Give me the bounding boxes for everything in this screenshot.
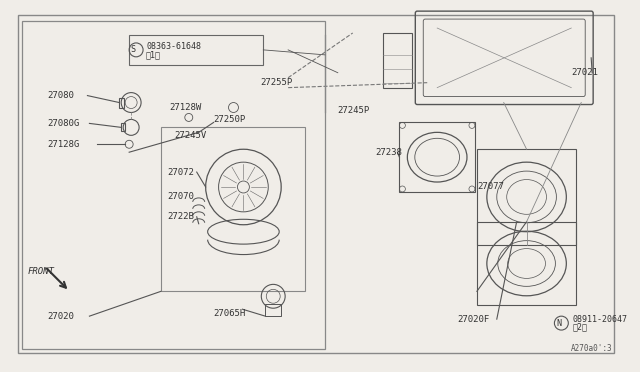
Text: 2722B: 2722B — [167, 212, 194, 221]
Text: 27070: 27070 — [167, 192, 194, 201]
Text: 27245V: 27245V — [174, 131, 206, 140]
Text: S: S — [131, 45, 136, 54]
Text: 27128G: 27128G — [48, 140, 80, 149]
Text: 27080: 27080 — [48, 91, 75, 100]
Text: （1）: （1） — [146, 50, 161, 60]
Text: N: N — [556, 318, 561, 328]
Text: 27238: 27238 — [376, 148, 403, 157]
Text: 27020F: 27020F — [457, 315, 490, 324]
Text: （2）: （2） — [572, 323, 588, 331]
Text: 27021: 27021 — [572, 68, 598, 77]
Bar — [383, 33, 412, 88]
Text: FRONT: FRONT — [28, 267, 54, 276]
Text: 27255P: 27255P — [260, 78, 292, 87]
Bar — [119, 97, 124, 108]
FancyBboxPatch shape — [129, 35, 263, 65]
Text: 27072: 27072 — [167, 168, 194, 177]
Bar — [399, 122, 475, 192]
Text: 08363-61648: 08363-61648 — [146, 42, 201, 51]
Bar — [266, 304, 281, 316]
Text: 27065H: 27065H — [214, 309, 246, 318]
Text: 27020: 27020 — [48, 312, 75, 321]
Bar — [477, 222, 576, 305]
Text: 27077: 27077 — [477, 183, 504, 192]
Text: 08911-20647: 08911-20647 — [572, 315, 627, 324]
Text: 27128W: 27128W — [169, 103, 201, 112]
Bar — [477, 149, 576, 245]
Text: 27250P: 27250P — [214, 115, 246, 124]
Text: 27080G: 27080G — [48, 119, 80, 128]
Text: 27245P: 27245P — [338, 106, 370, 115]
Bar — [121, 124, 125, 131]
Text: A270a0':3: A270a0':3 — [572, 344, 613, 353]
